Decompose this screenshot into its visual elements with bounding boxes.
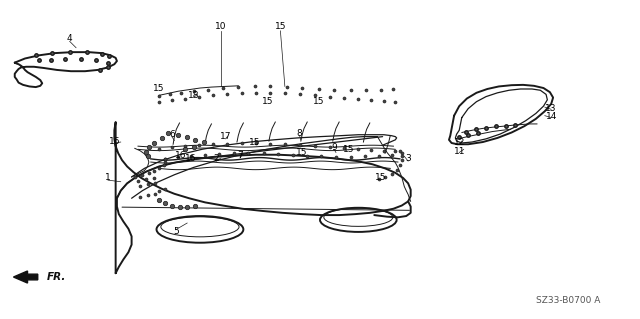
Text: 16: 16 [109, 137, 120, 145]
Text: 18: 18 [188, 91, 199, 100]
Text: 15: 15 [249, 138, 260, 147]
Text: 15: 15 [275, 22, 286, 31]
Text: 15: 15 [154, 85, 165, 93]
Text: 16: 16 [185, 154, 196, 163]
Text: 13: 13 [545, 104, 557, 113]
Text: 14: 14 [545, 112, 557, 121]
Text: 9: 9 [331, 143, 337, 152]
Text: 15: 15 [375, 174, 387, 182]
Text: 7: 7 [237, 151, 243, 160]
Text: 15: 15 [296, 148, 308, 157]
Text: 11: 11 [454, 147, 465, 156]
Text: 12: 12 [454, 138, 465, 147]
Text: 15: 15 [262, 97, 273, 106]
Text: 5: 5 [173, 227, 179, 236]
Text: 4: 4 [67, 34, 72, 43]
Text: 2: 2 [214, 154, 220, 163]
Text: 15: 15 [343, 145, 355, 154]
Text: 8: 8 [297, 129, 303, 138]
FancyArrow shape [13, 271, 38, 283]
Text: 6: 6 [169, 130, 175, 139]
Text: FR.: FR. [47, 272, 66, 282]
Text: 17: 17 [220, 132, 231, 141]
Text: 15: 15 [313, 97, 324, 106]
Text: 3: 3 [405, 154, 411, 163]
Text: SZ33-B0700 A: SZ33-B0700 A [536, 296, 600, 305]
Text: 1: 1 [105, 174, 111, 182]
Text: 10: 10 [215, 22, 227, 31]
Text: 16: 16 [175, 151, 186, 160]
